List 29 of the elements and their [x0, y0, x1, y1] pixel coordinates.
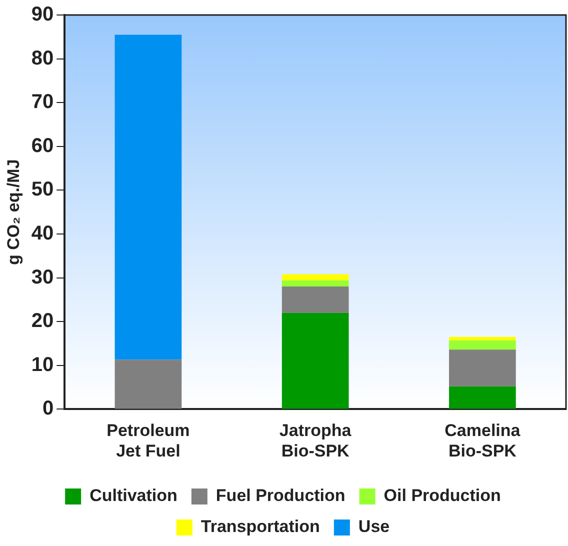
x-tick-label: Camelina Bio-SPK	[444, 421, 521, 460]
y-tick-label: 60	[31, 134, 54, 157]
legend-label: Transportation	[200, 517, 320, 536]
legend-label: Fuel Production	[216, 486, 346, 506]
y-tick-label: 10	[31, 354, 54, 376]
bar	[282, 274, 349, 280]
bar	[282, 312, 349, 409]
y-tick-label: 50	[31, 178, 54, 201]
y-tick-label: 20	[31, 310, 54, 332]
bar	[282, 286, 349, 313]
bar	[449, 350, 516, 386]
bar	[114, 34, 182, 360]
y-tick-label: 40	[31, 222, 54, 245]
legend-label: Cultivation	[90, 486, 178, 506]
bar	[282, 280, 349, 287]
legend-label: Oil Production	[384, 486, 501, 506]
bar	[449, 340, 516, 350]
y-tick-label: 30	[31, 266, 54, 288]
legend-label: Use	[358, 517, 390, 536]
x-tick-label: Petroleum Jet Fuel	[106, 421, 190, 460]
y-axis-title: g CO₂ eq./MJ	[4, 159, 23, 265]
bar	[449, 336, 516, 340]
bar	[114, 360, 182, 409]
y-tick-label: 70	[31, 91, 54, 114]
x-tick-label: Jatropha Bio-SPK	[279, 421, 352, 460]
y-tick-label: 0	[42, 398, 54, 420]
y-tick-label: 80	[31, 47, 54, 70]
y-tick-label: 90	[31, 4, 54, 26]
bar	[449, 386, 516, 409]
